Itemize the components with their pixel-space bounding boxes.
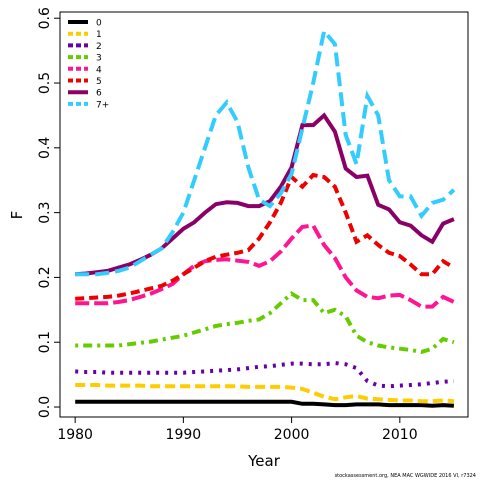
x-axis-label: Year xyxy=(247,452,281,470)
series-line xyxy=(75,223,455,309)
x-tick-label: 2010 xyxy=(382,427,418,443)
legend-label: 2 xyxy=(96,42,102,52)
legend-label: 6 xyxy=(96,89,102,99)
legend-label: 1 xyxy=(96,30,102,40)
legend-label: 3 xyxy=(96,54,102,64)
y-tick-label: 0.0 xyxy=(37,396,53,418)
series-line xyxy=(75,399,455,408)
series-line xyxy=(75,172,455,301)
legend-label: 4 xyxy=(96,65,102,75)
y-tick-label: 0.5 xyxy=(37,72,53,94)
x-tick-label: 1990 xyxy=(166,427,202,443)
x-tick-label: 1980 xyxy=(57,427,93,443)
plot-frame xyxy=(59,11,469,418)
legend-label: 0 xyxy=(96,19,102,29)
legend-label: 7+ xyxy=(96,100,109,110)
series-line xyxy=(75,360,455,389)
y-tick-label: 0.3 xyxy=(37,201,53,223)
series-line xyxy=(75,26,456,277)
legend-label: 5 xyxy=(96,77,102,87)
y-axis-label: F xyxy=(8,211,26,220)
y-tick-label: 0.1 xyxy=(37,331,53,353)
y-tick-label: 0.4 xyxy=(37,137,53,159)
y-tick-label: 0.2 xyxy=(37,266,53,288)
y-tick-label: 0.6 xyxy=(37,7,53,29)
series-line xyxy=(75,383,455,404)
x-tick-label: 2000 xyxy=(274,427,310,443)
footnote: stockassessment.org, NEA MAC WGWIDE 2016… xyxy=(335,473,476,479)
series-line xyxy=(75,291,455,354)
